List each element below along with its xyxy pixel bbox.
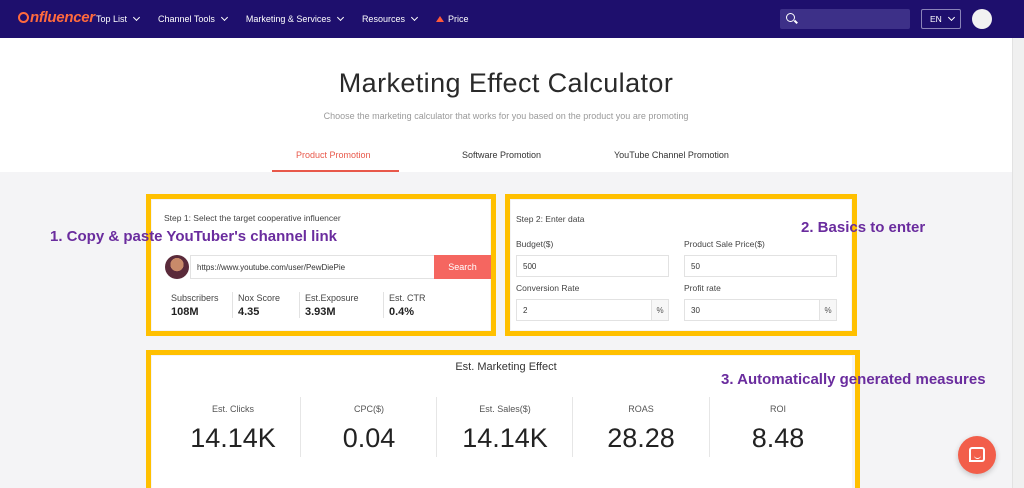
conversion-percent-suffix: %	[652, 299, 669, 321]
nav-item-label: Marketing & Services	[245, 14, 331, 24]
stat-divider	[383, 292, 384, 318]
calculator-tabs: Product Promotion Software Promotion You…	[0, 144, 1012, 172]
profit-rate-label: Profit rate	[684, 283, 721, 293]
stat-label-subscribers: Subscribers	[171, 293, 219, 303]
metric-value-roas: 28.28	[607, 423, 675, 453]
metric-divider	[436, 397, 437, 457]
channel-url-input[interactable]: https://www.youtube.com/user/PewDiePie	[190, 255, 434, 279]
nav-item-label: Channel Tools	[158, 14, 215, 24]
stat-value-subscribers: 108M	[171, 306, 199, 318]
page-scrollbar[interactable]	[1012, 38, 1024, 488]
effect-card	[152, 356, 852, 488]
nav-item-price[interactable]: Price	[435, 14, 469, 24]
metric-label-clicks: Est. Clicks	[211, 404, 254, 414]
stat-label-ctr: Est. CTR	[389, 293, 426, 303]
nav-item-channel-tools[interactable]: Channel Tools	[158, 13, 228, 24]
step2-highlight-box	[505, 194, 857, 336]
conversion-rate-label: Conversion Rate	[516, 283, 580, 293]
chevron-down-icon	[410, 13, 419, 22]
tab-youtube-channel-promotion[interactable]: YouTube Channel Promotion	[614, 150, 729, 160]
annotation-step2: 2. Basics to enter	[801, 219, 926, 236]
annotation-step3: 3. Automatically generated measures	[721, 371, 986, 388]
page-subtitle: Choose the marketing calculator that wor…	[323, 111, 689, 121]
chevron-down-icon	[336, 13, 344, 22]
chevron-down-icon	[947, 13, 955, 22]
sale-price-label: Product Sale Price($)	[684, 239, 765, 249]
header-section: Marketing Effect Calculator Choose the m…	[0, 38, 1012, 172]
metric-label-roi: ROI	[769, 404, 786, 414]
metric-label-cpc: CPC($)	[353, 404, 384, 414]
stat-value-ctr: 0.4%	[389, 306, 415, 318]
top-nav: nfluencer Top List Channel Tools Marketi…	[0, 0, 1024, 38]
chevron-down-icon	[220, 13, 228, 22]
conversion-rate-input[interactable]: 2	[516, 299, 652, 321]
influencer-avatar	[165, 255, 189, 279]
user-avatar[interactable]	[972, 9, 992, 29]
effect-highlight-box	[146, 350, 860, 488]
crown-icon	[435, 16, 444, 22]
tab-product-promotion[interactable]: Product Promotion	[296, 150, 371, 160]
chat-bubble-icon	[969, 447, 985, 462]
nav-menu: Top List Channel Tools Marketing & Servi…	[96, 0, 487, 38]
budget-input[interactable]: 500	[516, 255, 669, 277]
stat-value-nox-score: 4.35	[238, 306, 260, 318]
stat-label-nox-score: Nox Score	[238, 293, 281, 303]
nav-item-label: Top List	[96, 14, 128, 24]
logo[interactable]: nfluencer	[18, 9, 95, 26]
stat-label-exposure: Est.Exposure	[305, 293, 359, 303]
metric-divider	[709, 397, 710, 457]
nav-search-input[interactable]	[780, 9, 910, 29]
search-icon	[786, 13, 795, 22]
metric-value-clicks: 14.14K	[190, 423, 276, 453]
nav-item-label: Price	[447, 14, 469, 24]
language-select[interactable]: EN	[921, 9, 961, 29]
stat-divider	[299, 292, 300, 318]
effect-title: Est. Marketing Effect	[455, 361, 557, 373]
step1-highlight-box	[146, 194, 496, 336]
chevron-down-icon	[132, 13, 141, 22]
sale-price-input[interactable]: 50	[684, 255, 837, 277]
active-tab-indicator	[272, 170, 399, 172]
metric-value-sales: 14.14K	[462, 423, 548, 453]
search-button[interactable]: Search	[434, 255, 491, 279]
budget-label: Budget($)	[516, 239, 554, 249]
annotation-step1: 1. Copy & paste YouTuber's channel link	[50, 228, 337, 245]
metric-divider	[572, 397, 573, 457]
chat-widget-button[interactable]	[958, 436, 996, 474]
nav-item-resources[interactable]: Resources	[361, 13, 419, 24]
profit-rate-input[interactable]: 30	[684, 299, 820, 321]
nav-item-label: Resources	[361, 14, 405, 24]
language-label: EN	[930, 14, 942, 24]
logo-ring-icon	[18, 12, 29, 23]
metric-value-roi: 8.48	[751, 423, 805, 453]
profit-percent-suffix: %	[820, 299, 837, 321]
page-title: Marketing Effect Calculator	[338, 68, 674, 98]
step1-label: Step 1: Select the target cooperative in…	[164, 213, 341, 223]
stat-value-exposure: 3.93M	[305, 306, 336, 318]
metric-label-sales: Est. Sales($)	[479, 404, 531, 414]
logo-text: nfluencer	[30, 9, 95, 26]
nav-item-top-list[interactable]: Top List	[96, 13, 141, 24]
stat-divider	[232, 292, 233, 318]
tab-software-promotion[interactable]: Software Promotion	[462, 150, 542, 160]
step2-label: Step 2: Enter data	[516, 214, 585, 224]
nav-item-marketing-services[interactable]: Marketing & Services	[245, 13, 344, 24]
metric-value-cpc: 0.04	[342, 423, 396, 453]
metric-divider	[300, 397, 301, 457]
metric-label-roas: ROAS	[628, 404, 654, 414]
